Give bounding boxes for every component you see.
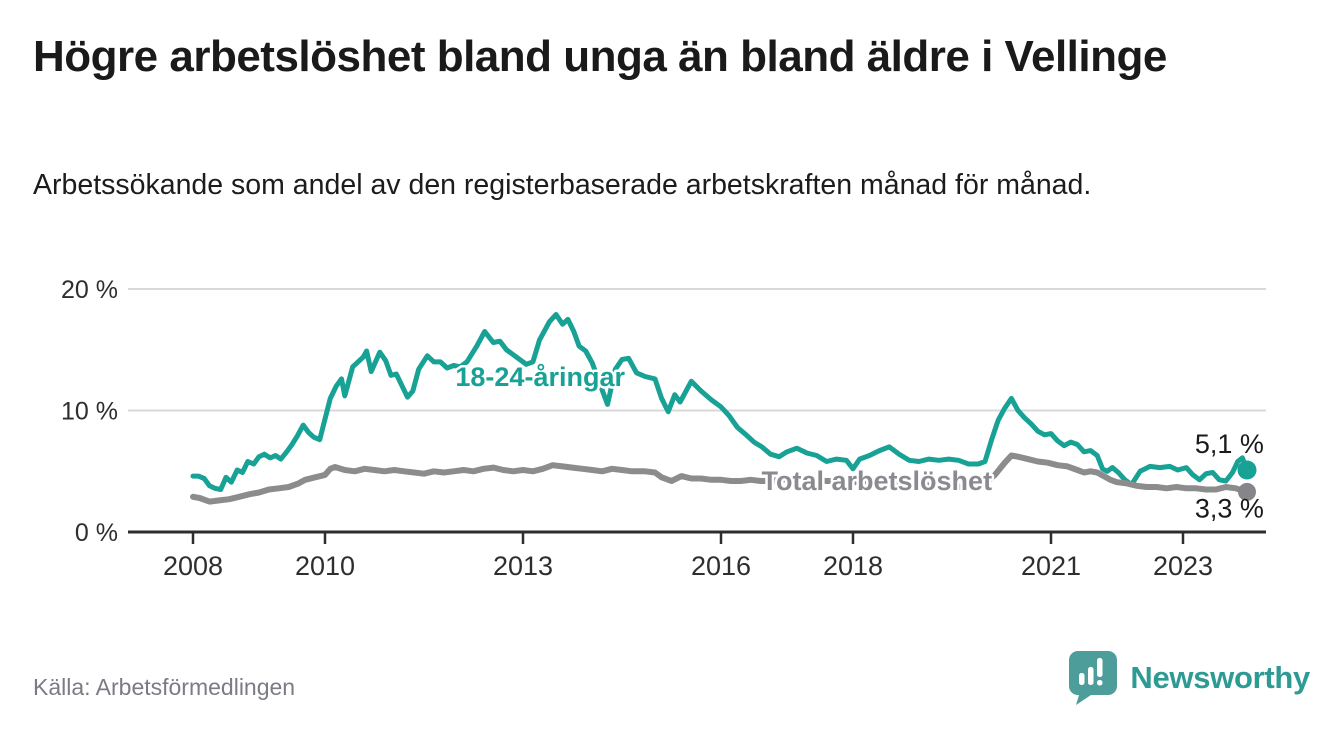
x-tick-label: 2023 bbox=[1153, 551, 1213, 581]
page-title: Högre arbetslöshet bland unga än bland ä… bbox=[33, 32, 1167, 81]
newsworthy-bubble-chart-icon bbox=[1069, 651, 1118, 705]
x-tick-label: 2013 bbox=[493, 551, 553, 581]
series-label-youth: 18-24-åringar bbox=[455, 362, 625, 392]
newsworthy-logo[interactable]: Newsworthy bbox=[1068, 651, 1310, 705]
x-tick-label: 2010 bbox=[295, 551, 355, 581]
source-text: Källa: Arbetsförmedlingen bbox=[33, 674, 296, 700]
x-tick-label: 2018 bbox=[823, 551, 883, 581]
exclamation-dot bbox=[1097, 680, 1103, 686]
x-tick-label: 2021 bbox=[1021, 551, 1081, 581]
y-tick-label: 20 % bbox=[61, 276, 118, 304]
chart-subtitle: Arbetssökande som andel av den registerb… bbox=[33, 169, 1092, 201]
brand-name: Newsworthy bbox=[1130, 660, 1310, 695]
bar-medium bbox=[1088, 667, 1094, 685]
end-value-youth: 5,1 % bbox=[1195, 429, 1264, 459]
end-value-total: 3,3 % bbox=[1195, 494, 1264, 524]
series-line-total bbox=[190, 452, 1250, 505]
series-end-dot-youth bbox=[1237, 460, 1257, 480]
series-end-dot-total bbox=[1238, 482, 1256, 501]
series-line-youth bbox=[190, 312, 1250, 492]
x-tick-label: 2016 bbox=[691, 551, 751, 581]
y-tick-label: 10 % bbox=[61, 398, 118, 426]
exclamation-bar bbox=[1097, 658, 1103, 677]
series-label-total: Total arbetslöshet bbox=[762, 466, 993, 496]
y-tick-label: 0 % bbox=[75, 519, 118, 547]
x-tick-label: 2008 bbox=[163, 551, 223, 581]
bar-short bbox=[1079, 673, 1085, 685]
